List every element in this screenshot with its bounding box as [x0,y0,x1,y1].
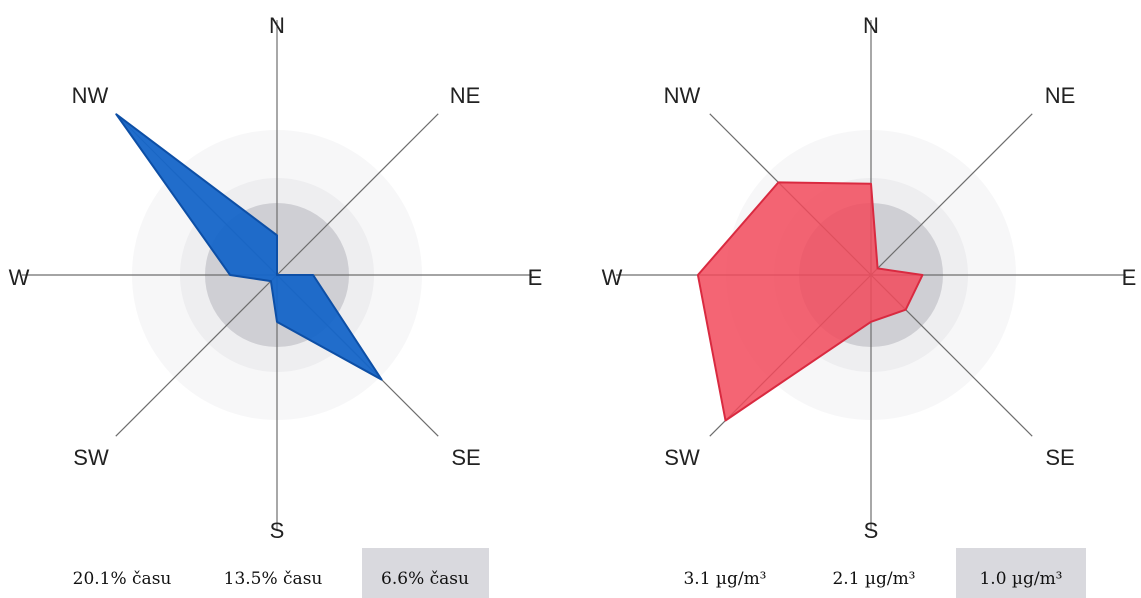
rose-1-axis-ne [276,113,439,276]
rose-2-legend-inner: 1.0 µg/m³ [979,569,1062,589]
rose-1-data-polygon [115,113,383,381]
rose-1-label-sw: SW [73,445,109,470]
rose-2-legend-box-inner [956,548,1086,598]
rose-2-label-ne: NE [1045,83,1076,108]
rose-1-label-w: W [9,265,30,290]
rose-2-label-s: S [864,518,879,543]
rose-1-label-s: S [270,518,285,543]
rose-2-label-n: N [863,13,879,38]
wind-rose-concentration: N NE E SE S SW W NW 3.1 µg/m³ 2.1 µg/m³ … [602,13,1137,598]
rose-1-label-n: N [269,13,285,38]
wind-rose-frequency: N NE E SE S SW W NW 20.1% času 13.5% čas… [9,13,543,598]
rose-2-legend-box-middle [805,552,945,598]
rose-2-legend: 3.1 µg/m³ 2.1 µg/m³ 1.0 µg/m³ [660,548,1086,598]
rose-2-label-nw: NW [664,83,701,108]
rose-2-axis-ne [870,113,1033,276]
rose-2-data-polygon [696,181,924,422]
rose-2-legend-middle: 2.1 µg/m³ [832,569,915,589]
rose-2-legend-box-outer [660,552,790,598]
rose-1-legend-outer: 20.1% času [73,569,172,589]
rose-1-legend-box-inner [362,548,489,598]
rose-1-legend-inner: 6.6% času [381,569,469,589]
rose-2-label-se: SE [1045,445,1074,470]
rose-1-legend-middle: 13.5% času [224,569,323,589]
rose-2-label-w: W [602,265,623,290]
rose-1-legend-box-outer [56,552,188,598]
rose-1-label-ne: NE [450,83,481,108]
rose-1-label-e: E [528,265,543,290]
rose-1-label-se: SE [451,445,480,470]
rose-1-legend: 20.1% času 13.5% času 6.6% času [56,548,489,598]
rose-1-label-nw: NW [72,83,109,108]
rose-2-legend-outer: 3.1 µg/m³ [683,569,766,589]
rose-1-axis-sw [115,274,278,437]
rose-2-label-sw: SW [664,445,700,470]
rose-2-label-e: E [1122,265,1137,290]
rose-1-legend-box-middle [200,552,346,598]
